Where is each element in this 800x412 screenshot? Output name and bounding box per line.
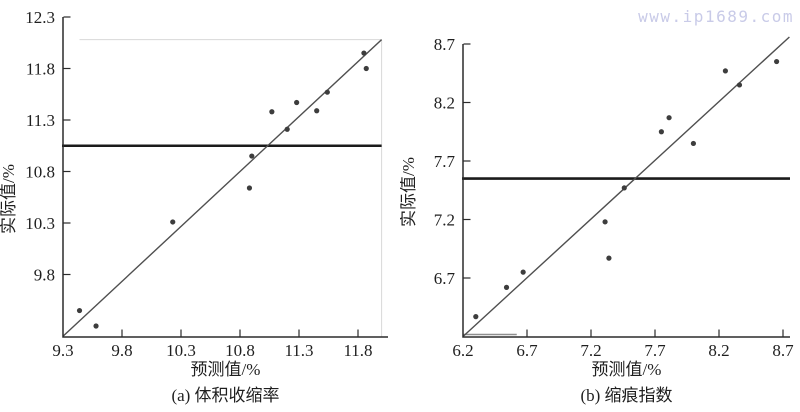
- data-point: [76, 307, 83, 314]
- data-point: [736, 82, 743, 88]
- data-point: [520, 269, 526, 275]
- x-axis-label: 预测值/%: [191, 360, 261, 379]
- y-tick-label: 7.7: [434, 152, 456, 171]
- data-point: [473, 314, 479, 320]
- data-point: [363, 65, 369, 72]
- y-tick-label: 7.2: [434, 211, 455, 230]
- data-point: [774, 58, 780, 65]
- y-tick-label: 11.3: [26, 111, 55, 130]
- y-tick-label: 9.8: [34, 266, 55, 285]
- data-point: [606, 255, 612, 261]
- y-axis-label: 实际值/%: [0, 164, 18, 234]
- x-tick-label: 8.7: [772, 341, 794, 360]
- y-tick-label: 6.7: [434, 269, 456, 288]
- y-tick-label: 10.8: [25, 163, 55, 182]
- y-tick-label: 8.7: [434, 35, 456, 54]
- axes: [462, 44, 790, 338]
- plot-caption: (a) 体积收缩率: [171, 386, 279, 405]
- data-point: [666, 115, 672, 121]
- x-tick-label: 6.7: [516, 341, 538, 360]
- y-axis-label: 实际值/%: [400, 157, 418, 227]
- data-point: [503, 284, 510, 290]
- scatter-plot-sink-mark-index: 6.2 6.7 7.2 7.7 8.2 8.7 8.7 8.2 7.7 7.2 6.7 预测值/% 实际…: [400, 35, 794, 405]
- data-point: [602, 219, 608, 225]
- x-axis-label: 预测值/%: [592, 360, 662, 379]
- data-point: [314, 108, 320, 114]
- y-tick-label: 8.2: [434, 94, 455, 113]
- x-tick-label: 9.3: [52, 341, 73, 360]
- y-tick-label: 12.3: [25, 8, 55, 27]
- axes: [62, 17, 388, 338]
- data-point: [361, 50, 367, 56]
- x-tick-label: 7.2: [580, 341, 601, 360]
- watermark-text: www.ip1689.com: [638, 7, 794, 26]
- data-point: [294, 99, 300, 106]
- plot-caption: (b) 缩痕指数: [580, 386, 672, 405]
- y-tick-label: 10.3: [25, 214, 55, 233]
- data-point: [690, 140, 696, 147]
- scatter-plot-volume-shrinkage: 9.3 9.8 10.3 10.8 11.3 11.8 12.3 11.8 11.3 10.8 10…: [0, 8, 388, 405]
- data-point: [621, 185, 627, 191]
- fit-line: [62, 39, 383, 337]
- x-tick-label: 7.7: [644, 341, 666, 360]
- data-point: [324, 89, 330, 95]
- data-point: [269, 109, 275, 115]
- x-tick-label: 10.8: [225, 341, 255, 360]
- data-point: [170, 219, 176, 225]
- x-tick-label: 10.3: [166, 341, 196, 360]
- x-tick-label: 9.8: [111, 341, 132, 360]
- x-tick-label: 8.2: [708, 341, 729, 360]
- data-point: [284, 126, 290, 132]
- x-tick-label: 6.2: [452, 341, 473, 360]
- data-point: [93, 323, 99, 329]
- data-point: [658, 129, 664, 135]
- x-tick-label: 11.3: [284, 341, 313, 360]
- data-point: [722, 68, 728, 74]
- data-point: [249, 153, 255, 159]
- x-tick-label: 11.8: [343, 341, 372, 360]
- y-tick-label: 11.8: [26, 60, 55, 79]
- data-point: [246, 185, 253, 191]
